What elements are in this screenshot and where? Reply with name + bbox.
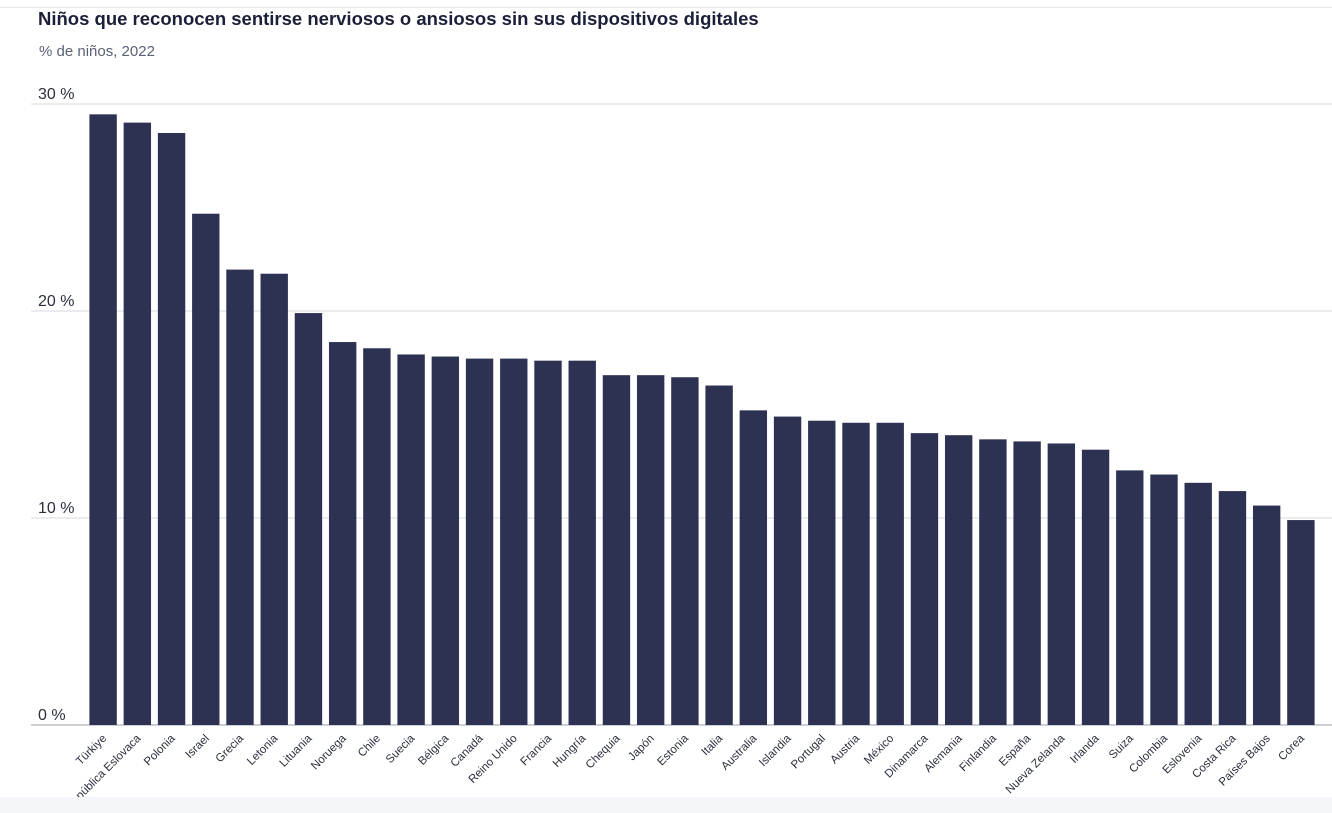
bar-25[interactable] [944, 435, 973, 725]
x-tick-label: Chequia [584, 732, 623, 771]
bar-20[interactable] [773, 416, 802, 725]
bar-26[interactable] [979, 439, 1007, 725]
bar-33[interactable] [1218, 491, 1247, 725]
bar-14[interactable] [568, 360, 596, 725]
bar-15[interactable] [602, 375, 631, 725]
bar-29[interactable] [1081, 449, 1110, 725]
chart-title: Niños que reconocen sentirse nerviosos o… [38, 8, 759, 29]
bar-19[interactable] [739, 410, 768, 725]
bar-28[interactable] [1047, 443, 1076, 725]
bar-8[interactable] [363, 348, 391, 725]
bar-2[interactable] [157, 132, 186, 726]
x-tick-label: Japón [626, 733, 657, 764]
top-divider [0, 7, 1332, 8]
chart-subtitle: % de niños, 2022 [39, 43, 155, 60]
bar-5[interactable] [260, 273, 288, 725]
x-tick-label: Israel [184, 733, 212, 761]
bar-4[interactable] [226, 269, 254, 725]
x-tick-label: Portugal [789, 733, 828, 772]
bar-30[interactable] [1116, 470, 1144, 725]
bar-12[interactable] [500, 358, 528, 725]
x-tick-label: Austria [828, 732, 862, 766]
x-tick-label: Hungría [551, 732, 589, 770]
y-tick-label: 20 % [38, 293, 74, 310]
x-tick-label: Suecia [384, 732, 418, 766]
x-tick-label: Grecia [214, 732, 247, 765]
x-tick-label: México [862, 733, 896, 767]
bar-17[interactable] [671, 377, 699, 725]
x-tick-label: Estonia [655, 732, 691, 768]
bar-9[interactable] [397, 354, 425, 725]
bar-24[interactable] [910, 433, 939, 725]
bar-13[interactable] [534, 360, 562, 725]
bar-16[interactable] [636, 375, 665, 725]
y-tick-label: 0 % [38, 707, 66, 724]
x-tick-label: Finlandia [958, 732, 1000, 774]
bar-35[interactable] [1287, 520, 1315, 725]
x-tick-label: Corea [1276, 732, 1307, 763]
x-tick-label: Bélgica [416, 732, 452, 768]
x-tick-label: Letonia [245, 732, 281, 768]
bar-31[interactable] [1150, 474, 1178, 725]
x-tick-label: Suiza [1107, 732, 1136, 761]
bar-1[interactable] [123, 122, 152, 725]
bar-34[interactable] [1252, 505, 1281, 725]
bar-27[interactable] [1013, 441, 1041, 725]
bar-23[interactable] [876, 422, 904, 725]
bar-11[interactable] [465, 358, 494, 725]
bar-22[interactable] [842, 422, 870, 725]
bar-3[interactable] [192, 213, 220, 725]
bar-0[interactable] [89, 114, 117, 726]
bar-21[interactable] [808, 420, 836, 725]
x-tick-label: Italia [700, 732, 726, 758]
x-tick-label: Nueva Zelanda [1004, 732, 1068, 796]
bar-6[interactable] [294, 313, 323, 725]
bar-18[interactable] [705, 385, 733, 725]
x-tick-label: Irlanda [1068, 732, 1102, 766]
x-tick-label: Francia [519, 732, 555, 768]
bar-32[interactable] [1184, 482, 1212, 725]
x-tick-label: Polonia [142, 732, 178, 768]
x-tick-label: Chile [356, 733, 383, 760]
x-tick-label: Noruega [309, 732, 349, 772]
y-tick-label: 30 % [38, 86, 74, 103]
bar-7[interactable] [328, 342, 357, 725]
bottom-strip [0, 797, 1332, 813]
bar-10[interactable] [431, 356, 460, 725]
y-tick-label: 10 % [38, 500, 74, 517]
x-tick-label: Australia [719, 732, 760, 773]
x-tick-label: Alemania [922, 732, 965, 775]
